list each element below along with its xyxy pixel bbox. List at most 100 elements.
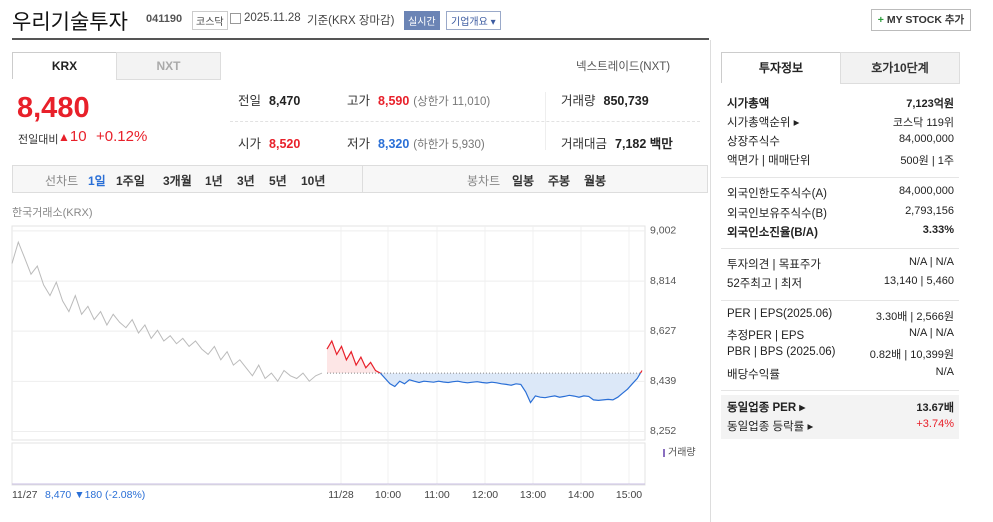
x-tick-label: 14:00 (568, 489, 594, 501)
info-value: N/A (935, 366, 954, 378)
right-panel-border (710, 40, 711, 522)
change-label: 전일대비 (18, 134, 59, 146)
quote-divider (230, 121, 700, 122)
quote-label: 거래대금 (561, 137, 608, 151)
basis: 기준(KRX 장마감) (307, 15, 395, 27)
info-value: 코스닥 119위 (892, 117, 954, 129)
quote-cell: 시가 8,520 (238, 133, 300, 152)
info-value: N/A | N/A (908, 327, 954, 339)
x-tick-label: 10:00 (375, 489, 401, 501)
quote-note: (상한가 11,010) (413, 96, 491, 108)
info-value: 84,000,000 (898, 185, 954, 197)
info-label: 배당수익률 (727, 369, 780, 381)
range-divider (362, 166, 363, 192)
range-option[interactable]: 1일 (88, 174, 106, 188)
mystock-button[interactable]: + MY STOCK 추가 (871, 9, 971, 31)
range-option[interactable]: 1주일 (116, 174, 145, 188)
change-value: ▲10 (58, 128, 87, 145)
quote-divider (545, 92, 546, 150)
info-label: 52주최고 | 최저 (727, 278, 803, 290)
quote-label: 전일 (238, 94, 262, 108)
range-option[interactable]: 3년 (237, 174, 255, 188)
market-tab[interactable]: NXT (116, 52, 221, 80)
market-tab[interactable]: KRX (12, 52, 117, 79)
change-rate: +0.12% (96, 128, 148, 145)
candle-option[interactable]: 월봉 (584, 174, 607, 188)
volume-legend: 거래량 (668, 447, 696, 459)
info-value: +3.74% (916, 418, 954, 430)
y-tick-label: 9,002 (650, 225, 676, 237)
price-chart: 한국거래소(KRX) 9,002 8,814 8,627 8,439 8,252 11/27… (11, 206, 696, 501)
range-option[interactable]: 5년 (269, 174, 287, 188)
info-value: 7,123억원 (906, 98, 954, 110)
range-option[interactable]: 3개월 (163, 174, 192, 188)
info-value: 3.33% (922, 224, 954, 236)
market-badge: 코스닥 (192, 11, 228, 30)
up-area (327, 341, 642, 374)
today-line-down (379, 373, 642, 404)
x-tick-label: 12:00 (472, 489, 498, 501)
volume-frame (11, 442, 646, 486)
x-tick-label: 11:00 (424, 489, 450, 501)
range-bar (12, 165, 708, 193)
info-label: 시가총액 (727, 98, 770, 110)
y-tick-label: 8,627 (650, 325, 676, 337)
quote-cell: 저가 8,320 (하한가 5,930) (347, 133, 485, 152)
quote-cell: 전일 8,470 (238, 90, 300, 109)
line-chart-label: 선차트 (45, 174, 79, 188)
info-label: 투자의견 | 목표주가 (727, 259, 822, 271)
quote-value: 8,320 (378, 137, 410, 151)
quote-value: 8,520 (269, 137, 301, 151)
mystock-label: MY STOCK 추가 (886, 14, 965, 26)
y-tick-label: 8,814 (650, 275, 676, 287)
info-label: 외국인보유주식수(B) (727, 208, 827, 220)
chart-source: 한국거래소(KRX) (12, 206, 93, 219)
info-label: 상장주식수 (727, 136, 780, 148)
company-name: 우리기술투자 (12, 11, 128, 34)
info-value: 0.82배 | 10,399원 (869, 349, 954, 361)
info-label: 시가총액순위 ▸ (727, 117, 800, 129)
down-area (327, 373, 642, 403)
quote-label: 거래량 (561, 94, 596, 108)
info-value: N/A | N/A (908, 256, 954, 268)
range-option[interactable]: 10년 (301, 174, 326, 188)
quote-cell: 거래량 850,739 (561, 90, 649, 109)
info-label: 동일업종 PER ▸ (727, 402, 806, 414)
date: 2025.11.28 (244, 12, 301, 24)
overview-button[interactable]: 기업개요 ▾ (446, 11, 501, 30)
nxt-link[interactable]: 넥스트레이드(NXT) (576, 61, 671, 73)
info-label: 추정PER | EPS (727, 330, 805, 342)
info-label: 동일업종 등락률 ▸ (727, 421, 814, 433)
info-value: 3.30배 | 2,566원 (875, 311, 954, 323)
volume-legend-mark (663, 449, 665, 457)
info-label: 외국인소진율(B/A) (727, 227, 818, 239)
info-tab[interactable]: 투자정보 (721, 52, 841, 83)
plot-frame (11, 225, 646, 441)
industry-box (721, 395, 959, 439)
quote-note: (하한가 5,930) (413, 139, 485, 151)
info-divider (721, 177, 959, 178)
info-divider (721, 248, 959, 249)
info-label: PBR | BPS (2025.06) (727, 346, 836, 358)
range-option[interactable]: 1년 (205, 174, 223, 188)
info-divider (721, 300, 959, 301)
info-divider (721, 390, 959, 391)
price-now: 8,480 (17, 92, 90, 124)
divider (12, 38, 709, 40)
x-tick-label: 13:00 (520, 489, 546, 501)
info-tab[interactable]: 호가10단계 (840, 52, 960, 84)
quote-label: 고가 (347, 94, 371, 108)
stock-code: 041190 (146, 13, 183, 25)
quote-value: 8,590 (378, 94, 410, 108)
info-value: 13,140 | 5,460 (883, 275, 954, 287)
calendar-icon (230, 13, 241, 24)
info-label: 액면가 | 매매단위 (727, 155, 811, 167)
quote-value: 8,470 (269, 94, 301, 108)
quote-cell: 거래대금 7,182 백만 (561, 133, 673, 152)
candle-option[interactable]: 주봉 (548, 174, 571, 188)
quote-value: 850,739 (603, 94, 649, 108)
today-line-up (326, 339, 643, 374)
prev-close-summary: 8,470 ▼180 (-2.08%) (45, 489, 145, 501)
change: 10 (69, 128, 87, 145)
candle-option[interactable]: 일봉 (512, 174, 535, 188)
